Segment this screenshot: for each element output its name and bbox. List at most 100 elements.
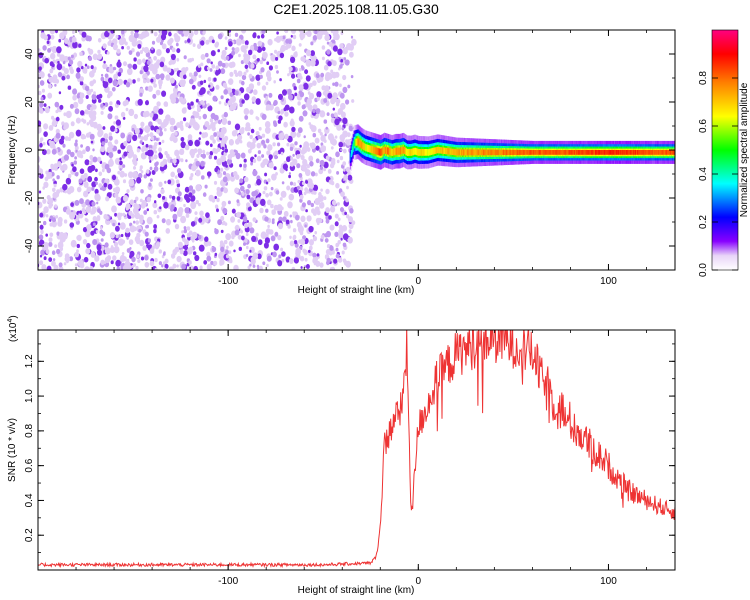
spectrogram-y-tick-label: -20 xyxy=(24,190,35,205)
noise-speckle xyxy=(214,252,218,257)
noise-speckle xyxy=(119,168,122,171)
noise-speckle xyxy=(312,133,317,138)
noise-speckle xyxy=(306,164,310,169)
noise-speckle xyxy=(330,69,334,74)
ridge-segment xyxy=(391,148,393,156)
noise-speckle xyxy=(170,53,176,61)
noise-speckle xyxy=(152,144,157,150)
ridge-segment xyxy=(648,150,650,155)
ridge-segment xyxy=(598,150,600,155)
ridge-segment xyxy=(649,150,651,155)
noise-speckle xyxy=(176,122,181,128)
noise-speckle xyxy=(66,149,72,155)
noise-speckle xyxy=(314,231,318,235)
ridge-segment xyxy=(667,150,669,155)
noise-speckle xyxy=(153,166,159,172)
noise-speckle xyxy=(250,128,255,134)
noise-speckle xyxy=(248,73,253,79)
noise-speckle xyxy=(158,147,162,153)
ridge-segment xyxy=(455,149,457,156)
noise-speckle xyxy=(186,232,191,238)
ridge-segment xyxy=(488,149,490,156)
noise-speckle xyxy=(231,208,236,214)
ridge-segment xyxy=(525,149,527,155)
noise-speckle xyxy=(56,46,62,54)
noise-speckle xyxy=(103,60,106,64)
noise-speckle xyxy=(153,229,157,234)
noise-speckle xyxy=(43,206,49,214)
noise-speckle xyxy=(147,238,151,243)
noise-speckle xyxy=(339,83,342,88)
noise-speckle xyxy=(290,118,294,123)
noise-speckle xyxy=(249,44,255,52)
noise-speckle xyxy=(265,104,271,111)
noise-speckle xyxy=(153,31,158,37)
ridge-segment xyxy=(600,150,602,155)
noise-speckle xyxy=(196,106,202,113)
ridge-segment xyxy=(426,149,428,156)
noise-speckle xyxy=(109,158,113,162)
noise-speckle xyxy=(66,74,70,80)
noise-speckle xyxy=(59,138,64,145)
noise-speckle xyxy=(157,193,162,199)
noise-speckle xyxy=(126,136,131,142)
noise-speckle xyxy=(241,74,247,81)
noise-speckle xyxy=(210,112,216,120)
noise-speckle xyxy=(306,98,312,105)
noise-speckle xyxy=(342,168,346,172)
noise-speckle xyxy=(227,158,232,165)
noise-speckle xyxy=(220,229,224,234)
noise-speckle xyxy=(135,196,139,201)
noise-speckle xyxy=(250,161,254,166)
noise-speckle xyxy=(241,235,245,241)
ridge-segment xyxy=(393,148,395,156)
noise-speckle xyxy=(297,179,301,184)
noise-speckle xyxy=(292,235,296,241)
noise-speckle xyxy=(160,161,165,168)
noise-speckle xyxy=(88,160,93,166)
noise-speckle xyxy=(38,66,42,71)
noise-speckle xyxy=(339,43,344,49)
noise-speckle xyxy=(227,33,232,38)
noise-speckle xyxy=(227,200,231,205)
noise-speckle xyxy=(140,152,147,160)
noise-speckle xyxy=(252,264,256,268)
ridge-segment xyxy=(593,150,595,155)
noise-speckle xyxy=(313,190,317,195)
noise-speckle xyxy=(228,250,232,255)
noise-speckle xyxy=(215,84,220,90)
ridge-segment xyxy=(595,150,597,155)
noise-speckle xyxy=(266,150,271,156)
noise-speckle xyxy=(95,181,98,185)
noise-speckle xyxy=(191,84,196,90)
noise-speckle xyxy=(184,40,187,44)
noise-speckle xyxy=(156,215,160,219)
noise-speckle xyxy=(83,190,89,198)
noise-speckle xyxy=(273,99,278,106)
noise-speckle xyxy=(223,187,229,194)
noise-speckle xyxy=(268,65,273,71)
noise-speckle xyxy=(308,225,314,233)
noise-speckle xyxy=(224,46,228,51)
noise-speckle xyxy=(171,195,176,200)
noise-speckle xyxy=(199,265,203,270)
noise-speckle xyxy=(274,231,279,237)
ridge-segment xyxy=(482,149,484,156)
snr-series xyxy=(38,330,675,569)
noise-speckle xyxy=(249,249,252,253)
noise-speckle xyxy=(251,96,257,102)
ridge-segment xyxy=(599,150,601,155)
noise-speckle xyxy=(348,229,352,234)
noise-speckle xyxy=(82,119,87,124)
noise-speckle xyxy=(85,199,91,206)
noise-speckle xyxy=(341,250,345,255)
ridge-segment xyxy=(413,148,415,155)
noise-speckle xyxy=(38,48,41,52)
noise-speckle xyxy=(202,102,206,106)
noise-speckle xyxy=(234,129,238,134)
noise-speckle xyxy=(144,261,150,268)
noise-speckle xyxy=(267,144,273,151)
noise-speckle xyxy=(135,265,139,270)
noise-speckle xyxy=(326,244,331,249)
noise-speckle xyxy=(278,115,283,121)
